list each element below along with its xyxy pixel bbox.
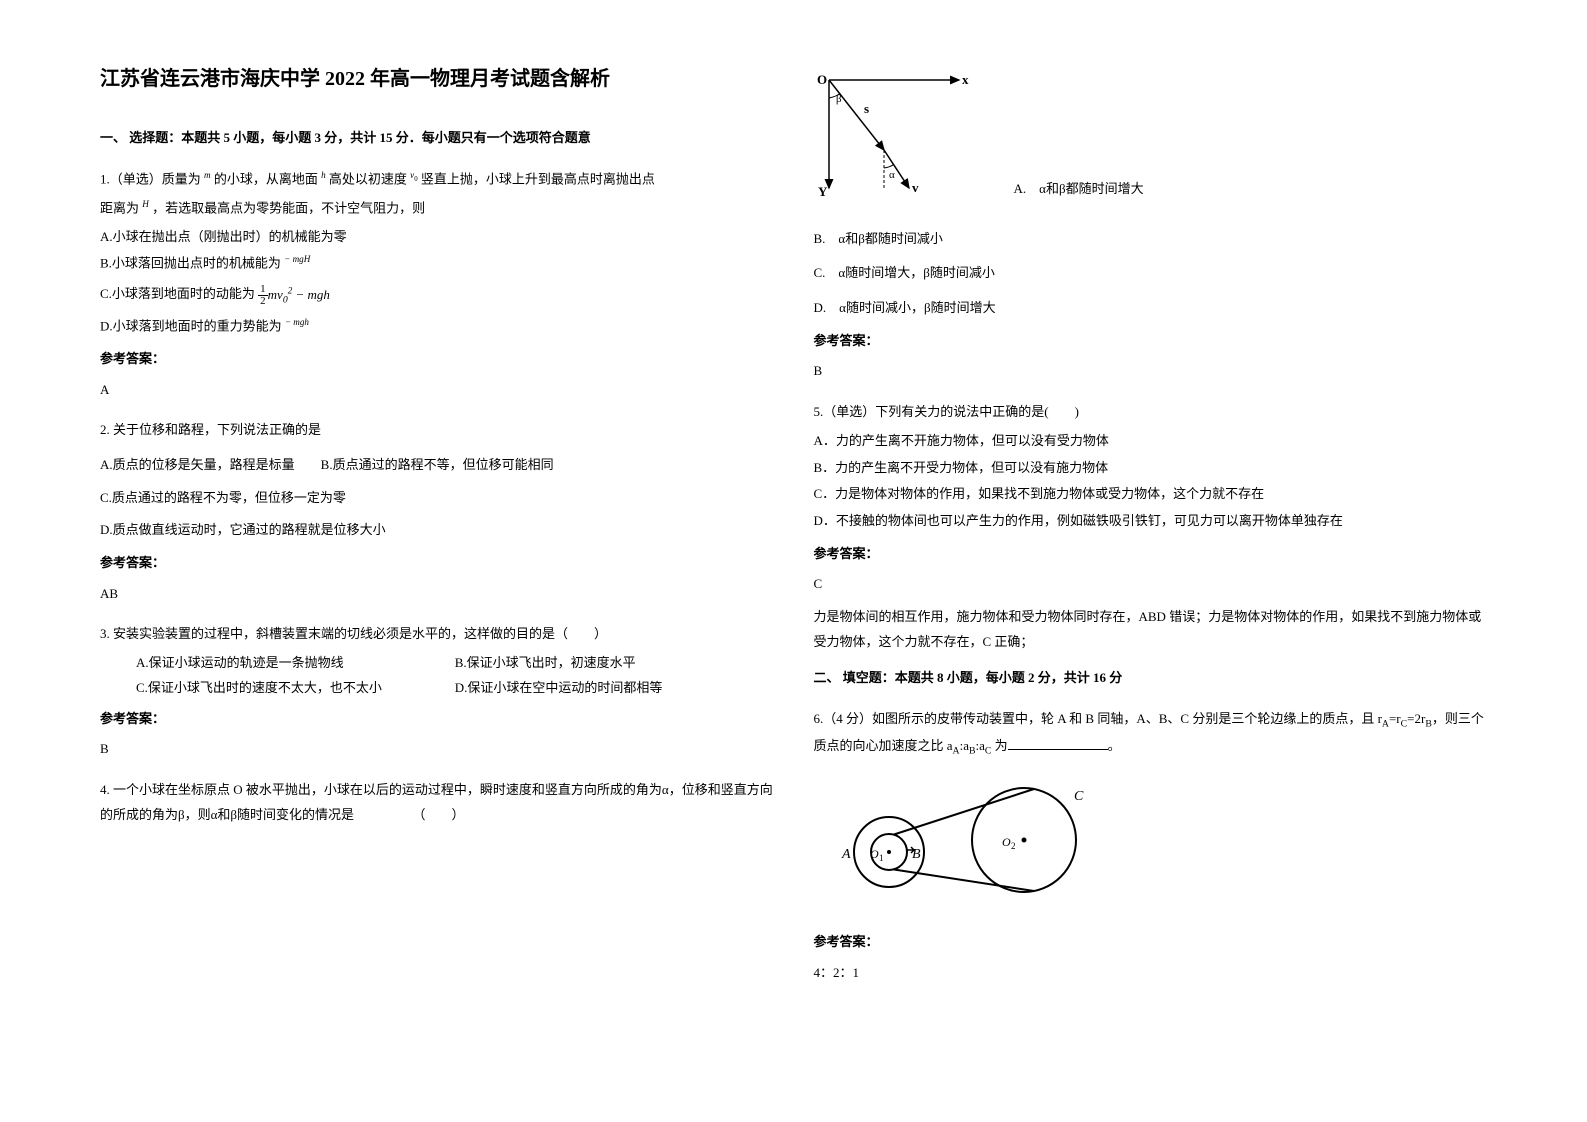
question-5: 5.（单选）下列有关力的说法中正确的是( ) (814, 400, 1488, 425)
q2-option-c: C.质点通过的路程不为零，但位移一定为零 (100, 486, 774, 511)
q4-answer-label: 参考答案： (814, 329, 1488, 354)
question-6: 6.（4 分）如图所示的皮带传动装置中，轮 A 和 B 同轴，A、B、C 分别是… (814, 707, 1488, 761)
q6-blank (1008, 737, 1108, 750)
q1-optC-pre: C.小球落到地面时的动能为 (100, 286, 255, 301)
q5-answer-label: 参考答案： (814, 542, 1488, 567)
q4-O-label: O (817, 72, 827, 87)
q1-var-v0-sub: 0 (414, 176, 417, 183)
q1-optC-tail: − mgh (292, 287, 330, 302)
q2-answer: AB (100, 582, 774, 607)
q4-alpha-label: α (889, 169, 895, 181)
q1-stem-part5: 距离为 (100, 200, 139, 215)
q6-eq2: =2r (1407, 711, 1425, 726)
q1-option-d: D.小球落到地面时的重力势能为 − mgh (100, 314, 774, 339)
q5-answer: C (814, 572, 1488, 597)
q2-option-ab: A.质点的位移是矢量，路程是标量 B.质点通过的路程不等，但位移可能相同 (100, 453, 774, 478)
q4-answer: B (814, 359, 1488, 384)
q1-option-a: A.小球在抛出点（刚抛出时）的机械能为零 (100, 225, 774, 250)
q1-stem-part1: 1.（单选）质量为 (100, 171, 201, 186)
q4-diagram-row: O x Y s v β α A. α和β都随时间增大 (814, 60, 1488, 219)
section1-header: 一、 选择题：本题共 5 小题，每小题 3 分，共计 15 分．每小题只有一个选… (100, 126, 774, 151)
q4-v-label: v (912, 180, 919, 195)
q6-A-label: A (841, 847, 851, 862)
q1-stem-part3: 高处以初速度 (329, 171, 407, 186)
q3-optB: B.保证小球飞出时，初速度水平 (455, 651, 774, 676)
q6-stem-pre: 6.（4 分）如图所示的皮带传动装置中，轮 A 和 B 同轴，A、B、C 分别是… (814, 711, 1382, 726)
q6-O2-label: O (1002, 835, 1011, 849)
q1-option-c: C.小球落到地面时的动能为 1 2 mv02 − mgh (100, 278, 774, 312)
q3-optA: A.保证小球运动的轨迹是一条抛物线 (136, 651, 455, 676)
q6-colon1: :a (960, 738, 969, 753)
q2-optA: A.质点的位移是矢量，路程是标量 (100, 457, 295, 472)
q1-optD-pre: D.小球落到地面时的重力势能为 (100, 318, 282, 333)
question-3: 3. 安装实验装置的过程中，斜槽装置末端的切线必须是水平的，这样做的目的是（ ） (100, 622, 774, 647)
q3-optC: C.保证小球飞出时的速度不太大，也不太小 (136, 676, 455, 701)
q1-optB-formula: − mgH (284, 254, 310, 264)
q6-answer-label: 参考答案： (814, 930, 1488, 955)
q1-optC-rest: mv (268, 287, 283, 302)
q2-option-d: D.质点做直线运动时，它通过的路程就是位移大小 (100, 518, 774, 543)
q1-option-b: B.小球落回抛出点时的机械能为 − mgH (100, 251, 774, 276)
q6-subA1: A (1382, 719, 1389, 730)
q1-var-H: H (142, 199, 149, 209)
q4-option-a: A. α和β都随时间增大 (1014, 177, 1144, 217)
q4-option-b: B. α和β都随时间减小 (814, 227, 1488, 252)
q6-C-label: C (1074, 789, 1084, 804)
q6-answer: 4：2：1 (814, 961, 1488, 986)
q6-eq1: =r (1389, 711, 1401, 726)
right-column: O x Y s v β α A. α和β都随时间增大 B. α和β都随时间减小 … (814, 60, 1488, 1062)
q1-stem-part6: ，若选取最高点为零势能面，不计空气阻力，则 (152, 200, 425, 215)
q2-answer-label: 参考答案： (100, 551, 774, 576)
q4-diagram: O x Y s v β α (814, 70, 974, 209)
q4-option-d: D. α随时间减小，β随时间增大 (814, 296, 1488, 321)
q5-explanation: 力是物体间的相互作用，施力物体和受力物体同时存在，ABD 错误；力是物体对物体的… (814, 605, 1488, 654)
section2-header: 二、 填空题：本题共 8 小题，每小题 2 分，共计 16 分 (814, 666, 1488, 691)
q1-optC-den: 2 (258, 296, 268, 307)
q4-x-label: x (962, 72, 969, 87)
q1-var-h: h (321, 170, 326, 180)
q6-stem-post: 为 (991, 738, 1007, 753)
q1-stem-part2: 的小球，从离地面 (214, 171, 318, 186)
q5-option-b: B．力的产生离不开受力物体，但可以没有施力物体 (814, 456, 1488, 481)
q6-colon2: :a (975, 738, 984, 753)
q5-option-c: C．力是物体对物体的作用，如果找不到施力物体或受力物体，这个力就不存在 (814, 482, 1488, 507)
q6-diagram: A B C O 1 O 2 (834, 780, 1488, 909)
question-2: 2. 关于位移和路程，下列说法正确的是 (100, 418, 774, 443)
q4-s-label: s (864, 101, 869, 116)
q1-stem-part4: 竖直上抛，小球上升到最高点时离抛出点 (421, 171, 655, 186)
q6-O1-sub: 1 (879, 853, 884, 863)
q6-O1-label: O (870, 847, 879, 861)
q6-O2-sub: 2 (1011, 841, 1016, 851)
q5-option-a: A．力的产生离不开施力物体，但可以没有受力物体 (814, 429, 1488, 454)
q4-option-c: C. α随时间增大，β随时间减小 (814, 261, 1488, 286)
q2-optB: B.质点通过的路程不等，但位移可能相同 (321, 457, 554, 472)
q4-beta-label: β (836, 93, 842, 105)
q3-options: A.保证小球运动的轨迹是一条抛物线 B.保证小球飞出时，初速度水平 C.保证小球… (100, 651, 774, 700)
q3-answer: B (100, 737, 774, 762)
q1-optC-sub: 0 (283, 295, 288, 306)
q6-blank-end: 。 (1108, 738, 1121, 753)
q3-optD: D.保证小球在空中运动的时间都相等 (455, 676, 774, 701)
q1-answer: A (100, 378, 774, 403)
q4-Y-label: Y (818, 184, 828, 199)
q1-optB-pre: B.小球落回抛出点时的机械能为 (100, 256, 281, 271)
q1-line2: 距离为 H ，若选取最高点为零势能面，不计空气阻力，则 (100, 196, 774, 221)
q6-subA2: A (953, 746, 960, 757)
q5-option-d: D．不接触的物体间也可以产生力的作用，例如磁铁吸引铁钉，可见力可以离开物体单独存… (814, 509, 1488, 534)
q1-var-m: m (204, 170, 211, 180)
left-column: 江苏省连云港市海庆中学 2022 年高一物理月考试题含解析 一、 选择题：本题共… (100, 60, 774, 1062)
document-title: 江苏省连云港市海庆中学 2022 年高一物理月考试题含解析 (100, 60, 774, 98)
q3-answer-label: 参考答案： (100, 707, 774, 732)
question-4: 4. 一个小球在坐标原点 O 被水平抛出，小球在以后的运动过程中，瞬时速度和竖直… (100, 778, 774, 827)
q1-optD-formula: − mgh (285, 317, 309, 327)
question-1: 1.（单选）质量为 m 的小球，从离地面 h 高处以初速度 v0 竖直上抛，小球… (100, 167, 774, 192)
q1-answer-label: 参考答案： (100, 347, 774, 372)
